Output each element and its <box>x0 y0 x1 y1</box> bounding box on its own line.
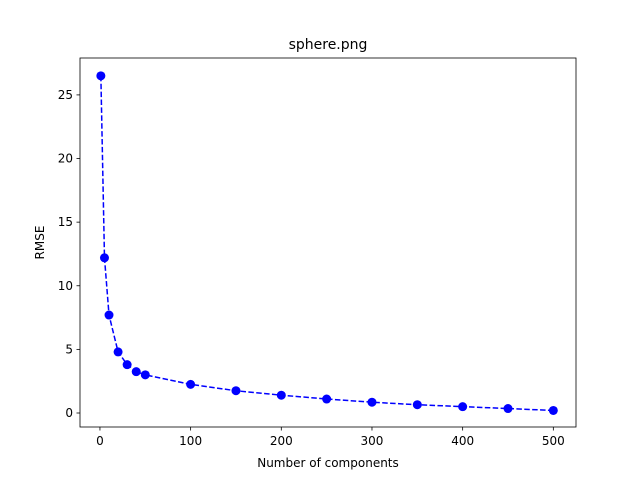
ticks: 0 100 200 300 400 500 0 5 10 15 20 25 <box>58 88 565 448</box>
chart-title: sphere.png <box>289 37 368 53</box>
data-point <box>322 394 332 404</box>
data-point <box>276 390 286 400</box>
y-tick-label: 5 <box>65 342 73 356</box>
data-point <box>458 402 468 412</box>
data-point <box>131 367 141 377</box>
data-point <box>113 347 123 357</box>
y-axis-label: RMSE <box>33 226 47 260</box>
data-point <box>122 360 132 370</box>
x-tick-label: 400 <box>451 434 474 448</box>
data-point <box>140 370 150 380</box>
y-tick-label: 25 <box>58 88 73 102</box>
data-point <box>548 405 558 415</box>
y-tick-label: 0 <box>65 406 73 420</box>
plot-frame <box>79 57 577 428</box>
x-tick-label: 300 <box>361 434 384 448</box>
series-line <box>100 75 554 412</box>
y-tick-label: 10 <box>58 279 73 293</box>
data-point <box>503 404 513 414</box>
data-point <box>104 310 114 320</box>
x-axis-label: Number of components <box>257 456 399 470</box>
data-point <box>412 400 422 410</box>
y-tick-label: 20 <box>58 152 73 166</box>
x-tick-label: 500 <box>542 434 565 448</box>
data-point <box>99 253 109 263</box>
data-point <box>367 397 377 407</box>
series <box>96 71 558 415</box>
y-tick-label: 15 <box>58 215 73 229</box>
data-point <box>186 379 196 389</box>
x-tick-label: 100 <box>179 434 202 448</box>
data-point <box>96 71 106 81</box>
x-tick-label: 0 <box>96 434 104 448</box>
x-tick-label: 200 <box>270 434 293 448</box>
data-point <box>231 386 241 396</box>
